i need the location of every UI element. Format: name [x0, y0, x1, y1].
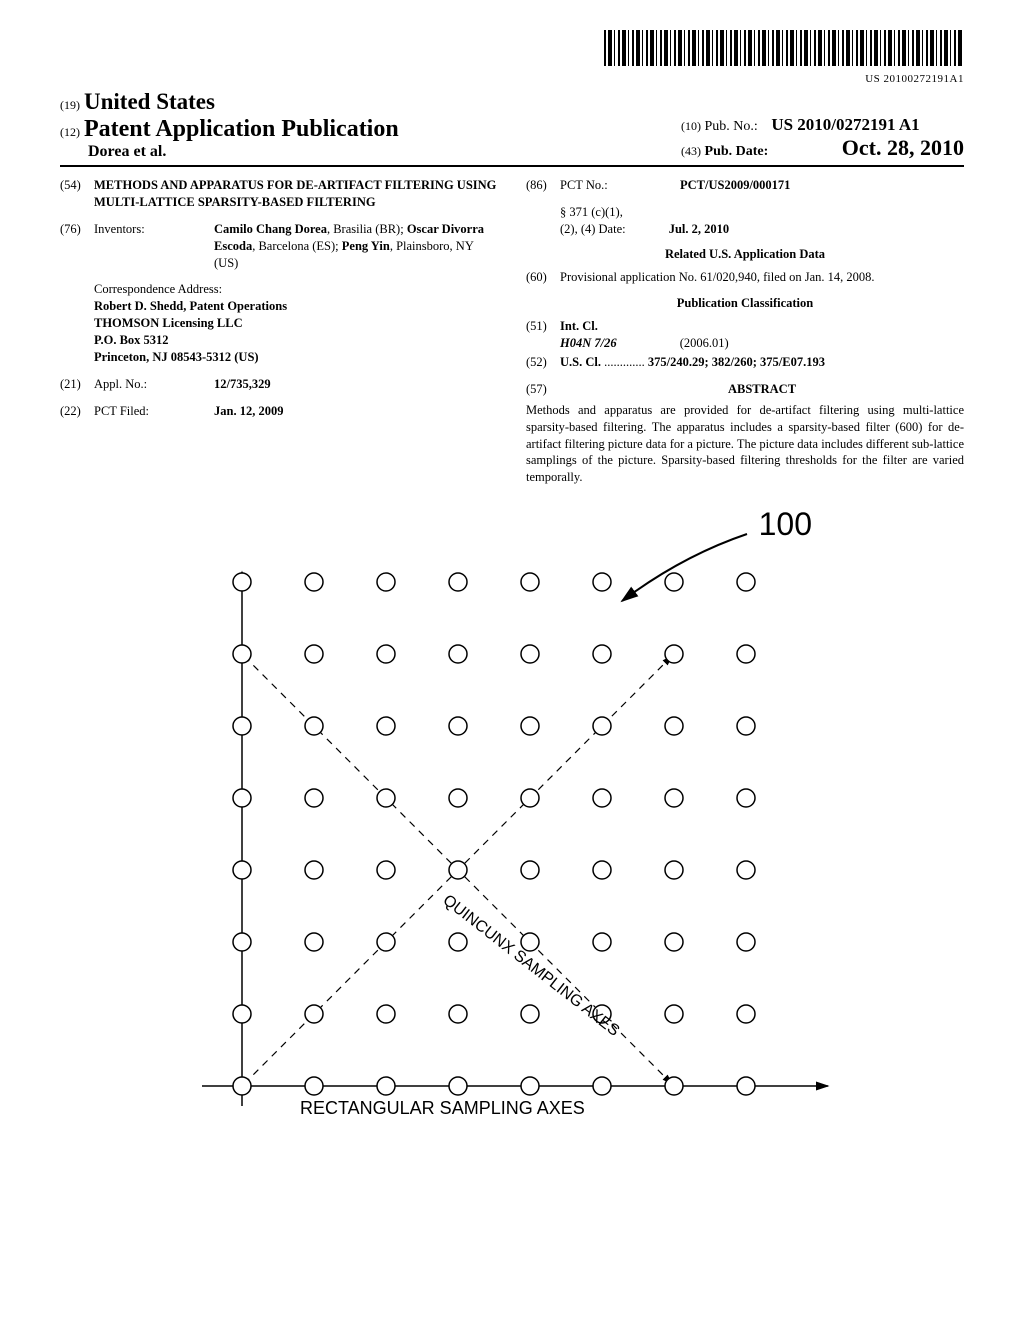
publication-type: Patent Application Publication	[84, 116, 399, 142]
svg-text:RECTANGULAR SAMPLING AXES: RECTANGULAR SAMPLING AXES	[300, 1098, 585, 1118]
field-num-19: (19)	[60, 98, 80, 112]
inventors-label: Inventors:	[94, 221, 214, 272]
s371-line2: (2), (4) Date:	[560, 222, 626, 236]
barcode-graphic	[604, 30, 964, 66]
publication-date: Oct. 28, 2010	[842, 135, 964, 160]
intcl-year: (2006.01)	[680, 336, 729, 350]
application-number: 12/735,329	[214, 376, 498, 393]
s371-line1: § 371 (c)(1),	[560, 204, 964, 221]
s371-date: Jul. 2, 2010	[669, 222, 729, 236]
field-num-76: (76)	[60, 221, 94, 272]
pct-filed-date: Jan. 12, 2009	[214, 403, 498, 420]
field-num-51: (51)	[526, 318, 560, 352]
pct-number: PCT/US2009/000171	[680, 177, 964, 194]
field-num-21: (21)	[60, 376, 94, 393]
field-num-22: (22)	[60, 403, 94, 420]
abstract-text: Methods and apparatus are provided for d…	[526, 402, 964, 486]
publication-number: US 2010/0272191 A1	[771, 115, 919, 134]
pubno-label: Pub. No.:	[705, 119, 758, 134]
correspondence-line3: P.O. Box 5312	[94, 332, 498, 349]
classification-header: Publication Classification	[526, 295, 964, 312]
field-num-12: (12)	[60, 125, 80, 139]
provisional-app: Provisional application No. 61/020,940, …	[560, 269, 964, 286]
correspondence-line1: Robert D. Shedd, Patent Operations	[94, 298, 498, 315]
inventors: Camilo Chang Dorea, Brasilia (BR); Oscar…	[214, 221, 498, 272]
pctfiled-label: PCT Filed:	[94, 403, 214, 420]
uscl-label: U.S. Cl.	[560, 355, 601, 369]
figure-ref-number: 100	[759, 506, 812, 543]
field-num-57: (57)	[526, 381, 560, 398]
intcl-label: Int. Cl.	[560, 319, 598, 333]
field-num-10: (10)	[681, 119, 701, 133]
country: United States	[84, 89, 215, 114]
related-app-header: Related U.S. Application Data	[526, 246, 964, 263]
figure: 100 RECTANGULAR SAMPLING AXESQUINCUNX SA…	[152, 506, 872, 1146]
abstract-label: ABSTRACT	[560, 381, 964, 398]
field-num-43: (43)	[681, 144, 701, 158]
field-num-54: (54)	[60, 177, 94, 211]
field-num-52: (52)	[526, 354, 560, 371]
applno-label: Appl. No.:	[94, 376, 214, 393]
correspondence-label: Correspondence Address:	[94, 281, 498, 298]
correspondence-line2: THOMSON Licensing LLC	[94, 315, 498, 332]
correspondence-line4: Princeton, NJ 08543-5312 (US)	[94, 349, 498, 366]
figure-svg: RECTANGULAR SAMPLING AXESQUINCUNX SAMPLI…	[152, 506, 872, 1146]
field-num-60: (60)	[526, 269, 560, 286]
intcl-code: H04N 7/26	[560, 336, 617, 350]
uscl-dots: .............	[604, 355, 648, 369]
uscl-codes: 375/240.29; 382/260; 375/E07.193	[648, 355, 825, 369]
header-authors: Dorea et al.	[88, 143, 399, 161]
pctno-label: PCT No.:	[560, 177, 680, 194]
barcode-number: US 20100272191A1	[60, 73, 964, 85]
patent-title: METHODS AND APPARATUS FOR DE-ARTIFACT FI…	[94, 177, 498, 211]
pubdate-label: Pub. Date:	[705, 144, 769, 159]
field-num-86: (86)	[526, 177, 560, 194]
